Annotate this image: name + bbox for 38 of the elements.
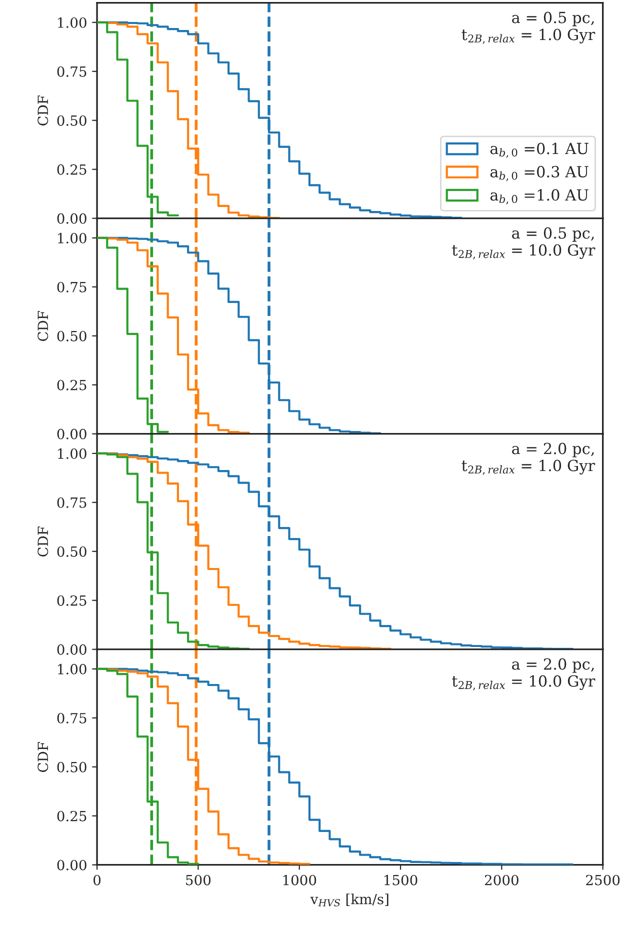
text: a = 0.5 pc, t$_{2B,relax}$ = 10.0 Gyr [452, 227, 596, 260]
y-tick-label: 0.75 [57, 282, 86, 292]
y-axis-title: CDF [38, 742, 48, 772]
x-axis-title: v$_{HVS}$ [km/s] [310, 894, 388, 906]
x-tick-label: 500 [186, 874, 211, 886]
legend-label: a$_{b,0}$ =0.1 AU [490, 142, 588, 158]
y-axis-title: CDF [38, 310, 48, 341]
y-axis-title: CDF [38, 526, 48, 557]
y-tick-label: 0.50 [57, 762, 86, 772]
y-tick-label: 0.25 [57, 810, 86, 822]
y-tick-label: 0.00 [57, 644, 86, 655]
y-tick-label: 0.75 [57, 66, 86, 77]
y-tick-label: 0.00 [57, 428, 86, 440]
text: a = 2.0 pc, t$_{2B,relax}$ = 1.0 Gyr [462, 442, 596, 475]
x-tick-label: 1500 [384, 874, 418, 886]
y-tick-label: 0.50 [57, 546, 86, 557]
y-tick-label: 0.50 [57, 330, 86, 342]
y-tick-label: 1.00 [58, 448, 86, 459]
y-tick-label: 1.00 [58, 664, 86, 674]
y-tick-label: 0.50 [57, 115, 86, 126]
x-tick-label: 2000 [484, 874, 518, 886]
y-tick-label: 0.75 [57, 497, 86, 508]
legend-label: a$_{b,0}$ =0.3 AU [490, 166, 588, 182]
text: a = 0.5 pc, t$_{2B,relax}$ = 1.0 Gyr [462, 12, 596, 44]
x-tick-label: 2500 [586, 874, 620, 886]
y-axis-title: CDF [38, 95, 48, 126]
y-tick-label: 0.25 [57, 380, 86, 390]
x-tick-label: 0 [94, 874, 101, 886]
y-tick-label: 1.00 [58, 17, 86, 28]
x-tick-label: 1000 [283, 874, 316, 886]
y-tick-label: 0.25 [57, 595, 86, 606]
y-tick-label: 0.00 [57, 860, 86, 870]
y-tick-label: 0.25 [57, 164, 86, 175]
y-tick-label: 0.75 [57, 712, 86, 724]
y-tick-label: 0.00 [57, 213, 86, 224]
legend-label: a$_{b,0}$ =1.0 AU [490, 189, 588, 204]
y-tick-label: 1.00 [58, 232, 86, 244]
text: a = 2.0 pc, t$_{2B,relax}$ = 10.0 Gyr [452, 658, 596, 690]
